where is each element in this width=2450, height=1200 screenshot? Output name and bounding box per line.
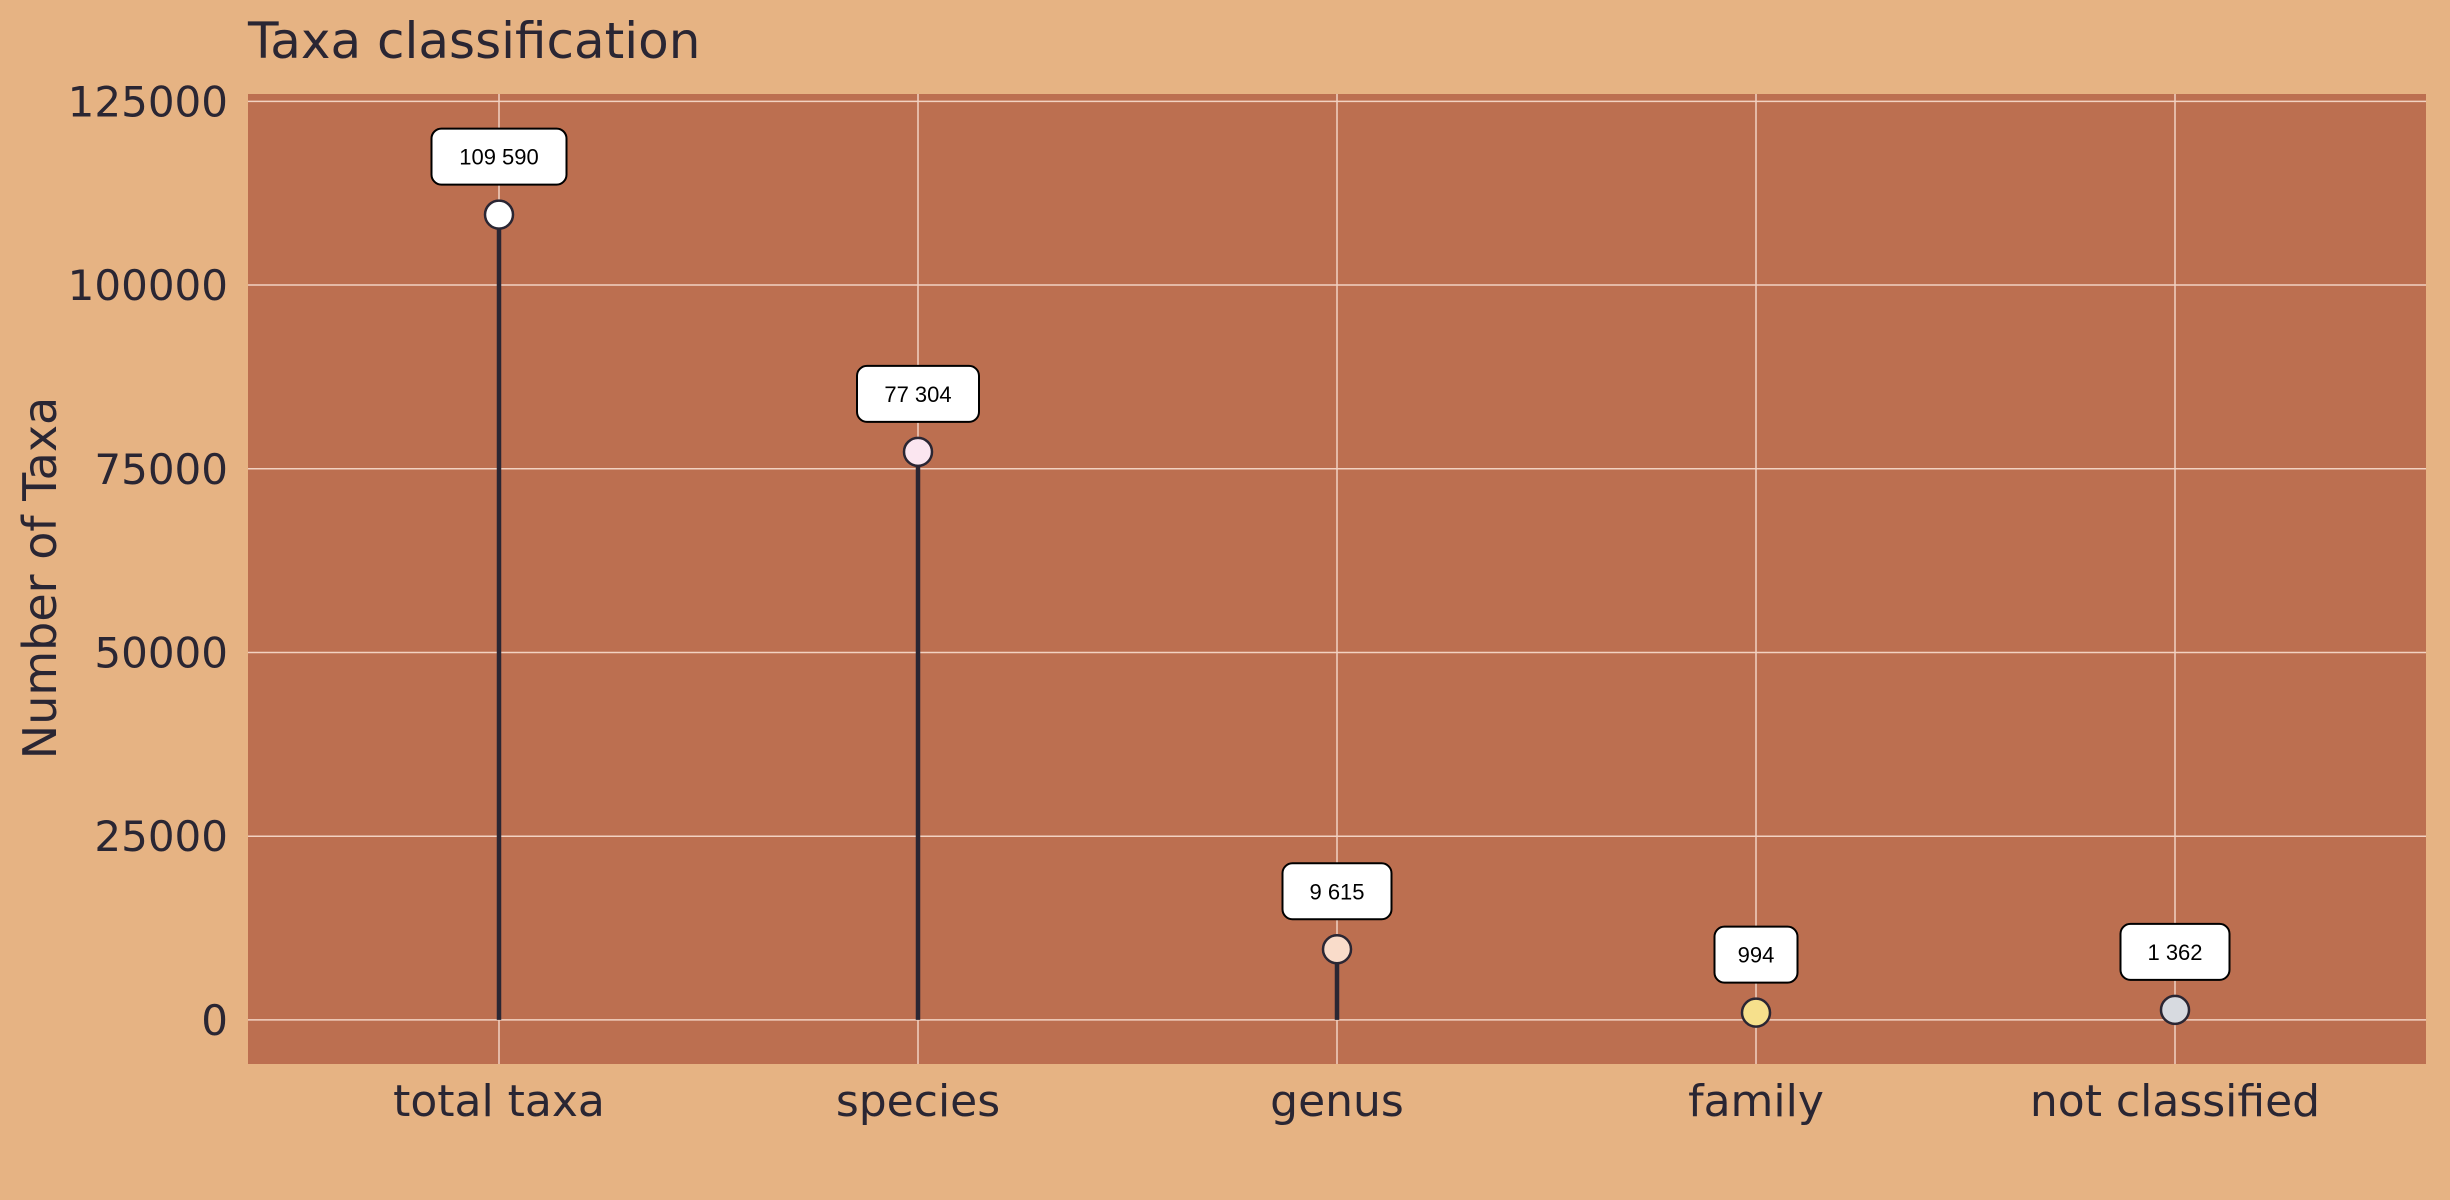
y-tick-label: 125000 [68, 77, 228, 126]
y-tick-label: 75000 [94, 445, 228, 494]
data-label-box [856, 364, 980, 423]
x-tick-label: species [836, 1076, 1000, 1127]
data-label-box [2119, 922, 2231, 981]
lollipop-marker [1740, 997, 1772, 1028]
data-label: 109 590 [459, 145, 539, 170]
y-tick-label: 100000 [68, 261, 228, 310]
data-label: 77 304 [884, 382, 951, 407]
lollipop-marker [2159, 994, 2191, 1026]
y-axis: 0 25000 50000 75000 100000 125000 [68, 77, 228, 1045]
x-tick-label: total taxa [393, 1076, 605, 1127]
x-tick-label: family [1688, 1076, 1824, 1127]
data-label-box [1281, 862, 1393, 921]
data-label: 1 362 [2147, 940, 2202, 965]
chart-title: Taxa classification [247, 12, 700, 70]
x-tick-label: not classified [2030, 1076, 2320, 1127]
data-marks: 109 590 77 304 9 615 994 1 362 [430, 127, 2231, 1028]
lollipop-marker [483, 199, 515, 230]
data-label: 994 [1738, 943, 1775, 968]
lollipop-marker [902, 436, 934, 468]
x-tick-label: genus [1270, 1076, 1404, 1127]
data-label-box [430, 127, 568, 186]
data-label: 9 615 [1309, 879, 1364, 904]
data-label-box [1713, 925, 1799, 984]
y-tick-label: 25000 [94, 812, 228, 861]
y-tick-label: 0 [201, 996, 228, 1045]
x-axis: total taxa species genus family not classifi… [393, 1076, 2320, 1127]
y-tick-label: 50000 [94, 628, 228, 677]
lollipop-marker [1321, 934, 1353, 965]
y-axis-label: Number of Taxa [13, 397, 67, 759]
grid-lines [248, 94, 2426, 1064]
